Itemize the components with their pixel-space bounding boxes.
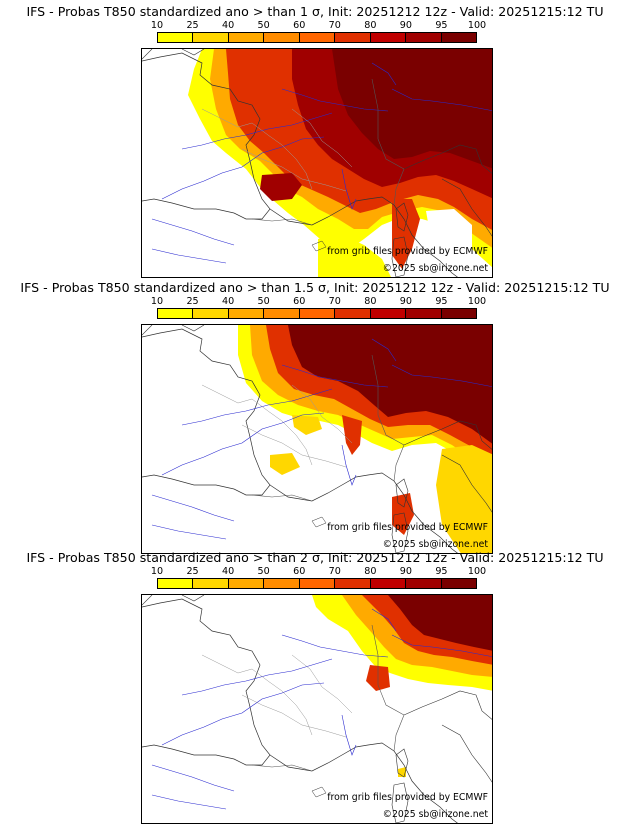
map-panel-3: IFS - Probas T850 standardized ano > tha… — [0, 546, 630, 824]
colorbar-tick-label: 40 — [222, 296, 235, 307]
colorbar-tick-label: 40 — [222, 20, 235, 31]
colorbar-tick-label: 100 — [467, 296, 487, 307]
colorbar-swatch — [406, 309, 442, 318]
colorbar-swatch — [264, 33, 300, 42]
colorbar-swatch — [193, 309, 229, 318]
colorbar — [157, 308, 477, 319]
colorbar-tick-label: 90 — [399, 296, 412, 307]
colorbar-tick-label: 25 — [186, 296, 199, 307]
map-panel-1: IFS - Probas T850 standardized ano > tha… — [0, 0, 630, 278]
map-graphic — [142, 595, 492, 823]
colorbar-swatch — [193, 579, 229, 588]
colorbar-swatch — [370, 309, 407, 318]
colorbar-tick-label: 25 — [186, 566, 199, 577]
map-panel-2: IFS - Probas T850 standardized ano > tha… — [0, 276, 630, 554]
colorbar-tick-label: 80 — [364, 296, 377, 307]
colorbar-tick-label: 50 — [257, 20, 270, 31]
colorbar-tick-label: 40 — [222, 566, 235, 577]
colorbar-swatch — [228, 579, 265, 588]
colorbar-ticks: 10 25 40 50 60 70 80 90 95 100 — [151, 296, 486, 308]
probability-map: from grib files provided by ECMWF ©2025 … — [141, 324, 493, 554]
colorbar-tick-label: 100 — [467, 20, 487, 31]
colorbar-ticks: 10 25 40 50 60 70 80 90 95 100 — [151, 566, 486, 578]
colorbar-tick-label: 60 — [293, 20, 306, 31]
panel-title: IFS - Probas T850 standardized ano > tha… — [26, 4, 604, 19]
colorbar-tick-label: 50 — [257, 566, 270, 577]
colorbar-tick-label: 100 — [467, 566, 487, 577]
credit-provider: from grib files provided by ECMWF — [327, 792, 488, 803]
colorbar-swatch — [406, 33, 442, 42]
colorbar-swatch — [299, 579, 336, 588]
colorbar-tick-label: 95 — [435, 296, 448, 307]
colorbar-swatch — [441, 309, 476, 318]
colorbar-swatch — [299, 309, 336, 318]
map-graphic — [142, 49, 492, 277]
probability-map: from grib files provided by ECMWF ©2025 … — [141, 48, 493, 278]
colorbar-swatch — [335, 309, 371, 318]
credit-copyright: ©2025 sb@irizone.net — [382, 539, 488, 550]
colorbar-tick-label: 70 — [328, 296, 341, 307]
colorbar-tick-label: 60 — [293, 296, 306, 307]
colorbar-swatch — [193, 33, 229, 42]
colorbar-tick-label: 90 — [399, 566, 412, 577]
panel-title: IFS - Probas T850 standardized ano > tha… — [20, 280, 610, 295]
colorbar-tick-label: 10 — [150, 296, 164, 307]
colorbar-tick-label: 50 — [257, 296, 270, 307]
colorbar — [157, 578, 477, 589]
colorbar-tick-label: 70 — [328, 20, 341, 31]
credit-provider: from grib files provided by ECMWF — [327, 246, 488, 257]
colorbar-tick-label: 95 — [435, 566, 448, 577]
colorbar-swatch — [264, 309, 300, 318]
colorbar-ticks: 10 25 40 50 60 70 80 90 95 100 — [151, 20, 486, 32]
colorbar-swatch — [158, 309, 194, 318]
credit-copyright: ©2025 sb@irizone.net — [382, 809, 488, 820]
colorbar-swatch — [264, 579, 300, 588]
panel-title: IFS - Probas T850 standardized ano > tha… — [26, 550, 604, 565]
colorbar-tick-label: 90 — [399, 20, 412, 31]
colorbar-swatch — [299, 33, 336, 42]
map-graphic — [142, 325, 492, 553]
colorbar-swatch — [335, 33, 371, 42]
colorbar-tick-label: 70 — [328, 566, 341, 577]
colorbar-tick-label: 95 — [435, 20, 448, 31]
colorbar-swatch — [441, 33, 476, 42]
colorbar-swatch — [370, 579, 407, 588]
colorbar-swatch — [406, 579, 442, 588]
colorbar-tick-label: 60 — [293, 566, 306, 577]
colorbar-swatch — [335, 579, 371, 588]
colorbar-tick-label: 10 — [150, 566, 164, 577]
colorbar-tick-label: 80 — [364, 20, 377, 31]
credit-copyright: ©2025 sb@irizone.net — [382, 263, 488, 274]
colorbar-swatch — [370, 33, 407, 42]
colorbar-tick-label: 10 — [150, 20, 164, 31]
colorbar-tick-label: 25 — [186, 20, 199, 31]
colorbar-swatch — [228, 33, 265, 42]
colorbar-swatch — [441, 579, 476, 588]
credit-provider: from grib files provided by ECMWF — [327, 522, 488, 533]
probability-map: from grib files provided by ECMWF ©2025 … — [141, 594, 493, 824]
colorbar-swatch — [228, 309, 265, 318]
colorbar-tick-label: 80 — [364, 566, 377, 577]
colorbar-swatch — [158, 579, 194, 588]
colorbar-swatch — [158, 33, 194, 42]
colorbar — [157, 32, 477, 43]
